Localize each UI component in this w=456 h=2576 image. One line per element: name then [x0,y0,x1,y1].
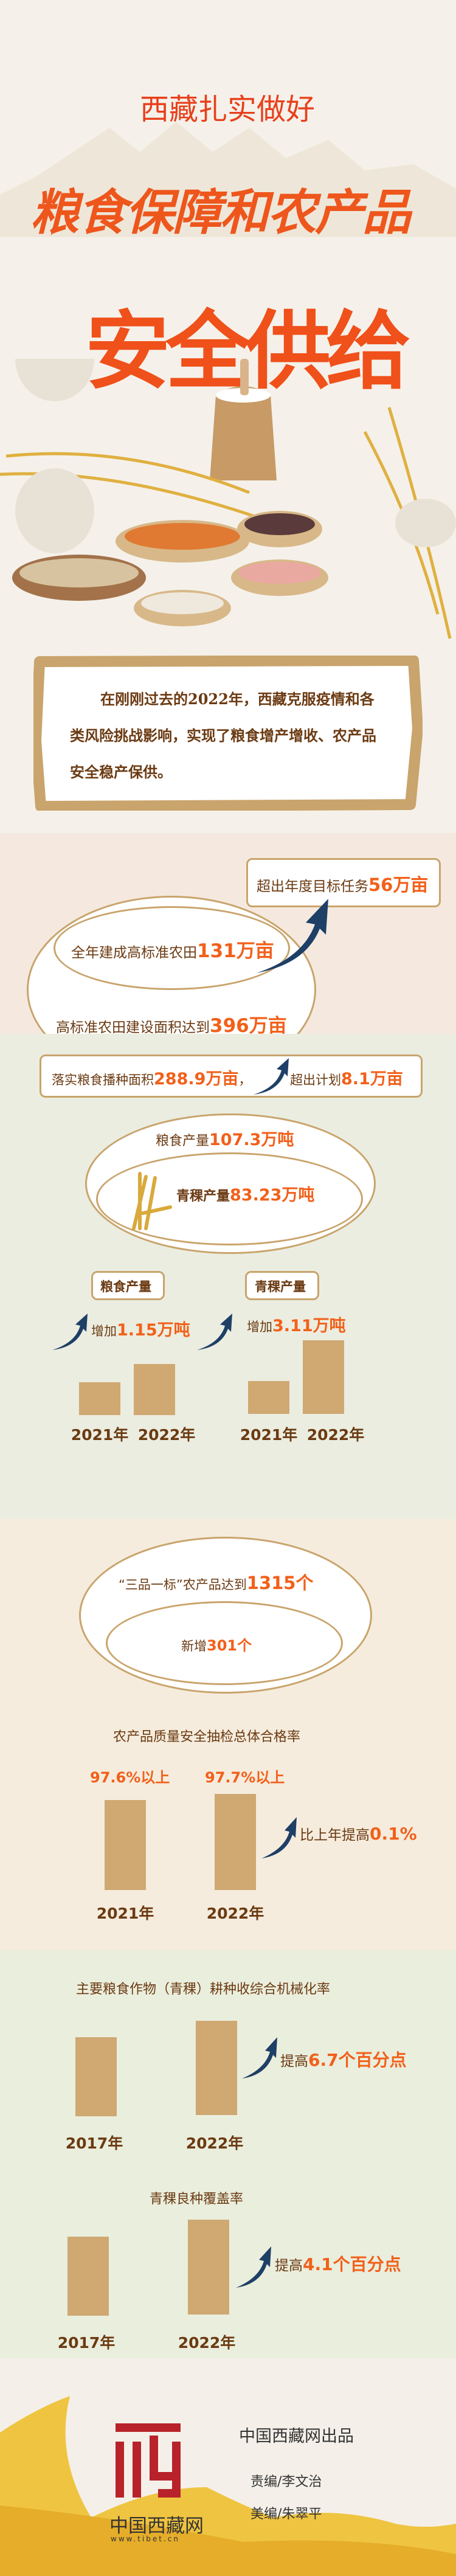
bar-quality-2021 [105,1800,146,1890]
bar-seed-2017 [67,2237,109,2316]
bar-grain-2021 [79,1382,120,1415]
seed-title: 青稞良种覆盖率 [150,2192,244,2207]
sown-area-box [40,1054,423,1098]
hero: 西藏扎实做好 粮食保障和农产品 安全供给 在刚刚过去的2022年，西藏克服疫情和… [0,0,456,833]
up-arrow-icon [236,2246,271,2288]
designer-text: 美编/朱翠平 [250,2507,322,2522]
barley-chart-title: 青稞产量 [255,1279,306,1294]
barley-chart-title-box [245,1271,319,1300]
farmland-built-text: 全年建成高标准农田131万亩 [71,940,274,962]
bar-quality-2022 [215,1794,256,1890]
quality-value-2021: 97.6%以上 [90,1769,170,1786]
producer-text: 中国西藏网出品 [239,2427,354,2446]
seed-increase-text: 提高4.1个百分点 [275,2254,401,2274]
year-label: 2022年 [206,1905,264,1922]
sown-area-text: 落实粮食播种面积288.9万亩， [52,1070,252,1089]
logo-name: 中国西藏网 [109,2515,204,2537]
logo-url: www.tibet.cn [111,2535,180,2543]
wheat-icon [132,1172,172,1230]
grain-section [0,1034,456,1519]
quality-value-2022: 97.7%以上 [205,1769,285,1786]
up-arrow-icon [254,1058,289,1095]
bar-mech-2022 [196,2021,237,2115]
exceed-target-box [246,858,441,907]
year-label: 2022年 [306,1426,365,1444]
barley-increase-text: 增加3.11万吨 [247,1317,346,1335]
year-label: 2021年 [71,1426,129,1444]
year-label: 2022年 [185,2135,244,2152]
bar-barley-2021 [248,1381,289,1414]
grain-increase-text: 增加1.15万吨 [91,1321,190,1340]
mechanization-title: 主要粮食作物（青稞）耕种收综合机械化率 [76,1982,331,1997]
products-inner-ellipse [106,1601,343,1685]
year-label: 2022年 [137,1426,196,1444]
exceed-target-text: 超出年度目标任务56万亩 [257,874,429,895]
intro-text: 在刚刚过去的2022年，西藏克服疫情和各类风险挑战影响，实现了粮食增产增收、农产… [70,690,376,781]
bar-mech-2017 [75,2037,117,2116]
wheat-field-illustration [0,2396,456,2576]
bar-seed-2022 [188,2220,229,2315]
mechanization-increase-text: 提高6.7个百分点 [280,2050,407,2070]
grain-chart-title: 粮食产量 [100,1279,151,1294]
quality-increase-text: 比上年提高0.1% [300,1824,417,1844]
up-arrow-icon [52,1314,88,1350]
subtitle: 西藏扎实做好 [140,92,316,126]
new-products-text: 新增301个 [181,1637,252,1654]
up-arrow-icon [257,899,328,973]
editor-text: 责编/李文治 [250,2474,322,2490]
barley-output-text: 青稞产量83.23万吨 [176,1186,315,1205]
intro-frame [33,656,423,811]
grain-chart-title-box [91,1271,165,1300]
quality-title: 农产品质量安全抽检总体合格率 [113,1729,301,1745]
title-line1: 粮食保障和农产品 [30,184,411,241]
farmland-inner-ellipse [54,906,290,990]
year-label: 2021年 [240,1426,298,1444]
mountain-illustration [0,122,456,237]
tibet-cn-logo [116,2423,181,2498]
up-arrow-icon [242,2037,277,2079]
year-label: 2022年 [178,2334,236,2352]
year-label: 2021年 [96,1905,154,1922]
brand-products-text: “三品一标”农产品达到1315个 [119,1573,314,1593]
up-arrow-icon [197,1314,232,1350]
grain-output-text: 粮食产量107.3万吨 [156,1130,294,1149]
up-arrow-icon [261,1817,297,1858]
over-plan-text: 超出计划8.1万亩 [290,1070,403,1089]
year-label: 2017年 [57,2334,116,2352]
farmland-total-text: 高标准农田建设面积达到396万亩 [56,1015,287,1037]
year-label: 2017年 [65,2135,123,2152]
bar-grain-2022 [134,1364,175,1415]
grain-illustration [0,359,456,639]
bar-barley-2022 [303,1340,344,1414]
